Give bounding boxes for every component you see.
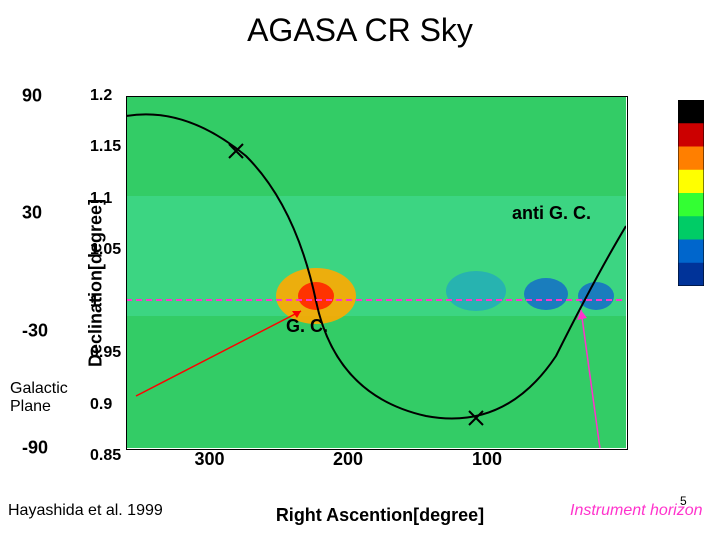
svg-text:G. C.: G. C. bbox=[286, 316, 328, 336]
citation: Hayashida et al. 1999 bbox=[8, 502, 163, 520]
colorbar-tick: 1 bbox=[90, 293, 720, 311]
colorbar-tick: 1.1 bbox=[90, 190, 720, 208]
galactic-plane-label: GalacticPlane bbox=[6, 378, 72, 418]
y-axis-label: Declination[degree] bbox=[86, 199, 107, 367]
page-title: AGASA CR Sky bbox=[0, 12, 720, 49]
colorbar-tick: 0.85 bbox=[90, 447, 720, 465]
y-tick: -30 bbox=[22, 320, 48, 341]
y-tick: 30 bbox=[22, 203, 42, 224]
y-tick: -90 bbox=[22, 438, 48, 459]
page-number: 5 bbox=[680, 494, 687, 508]
plot-container: Declination[degree] Right Ascention[degr… bbox=[60, 68, 700, 498]
colorbar-tick: 0.95 bbox=[90, 344, 720, 362]
colorbar-tick: 1.2 bbox=[90, 87, 720, 105]
y-tick: 90 bbox=[22, 86, 42, 107]
colorbar-tick: 1.05 bbox=[90, 241, 720, 259]
colorbar-tick: 0.9 bbox=[90, 396, 720, 414]
colorbar-tick: 1.15 bbox=[90, 138, 720, 156]
